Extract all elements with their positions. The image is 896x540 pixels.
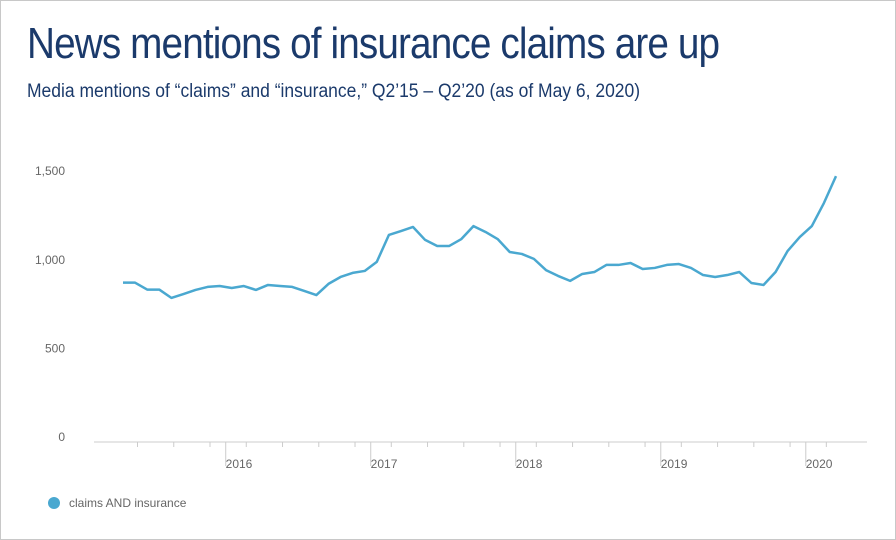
data-line: [123, 175, 838, 300]
x-tick-label: 2018: [516, 457, 543, 471]
x-tick-label: 2019: [661, 457, 688, 471]
y-tick-label: 1,000: [35, 253, 65, 267]
chart-subtitle: Media mentions of “claims” and “insuranc…: [27, 81, 641, 102]
legend-label: claims AND insurance: [69, 496, 187, 510]
legend-marker: [48, 497, 60, 509]
chart-title: News mentions of insurance claims are up: [27, 19, 720, 68]
y-tick-label: 0: [58, 430, 65, 444]
x-tick-label: 2016: [226, 457, 253, 471]
y-tick-label: 500: [45, 342, 65, 356]
x-tick-label: 2020: [806, 457, 833, 471]
x-tick-label: 2017: [371, 457, 398, 471]
y-tick-label: 1,500: [35, 164, 65, 178]
